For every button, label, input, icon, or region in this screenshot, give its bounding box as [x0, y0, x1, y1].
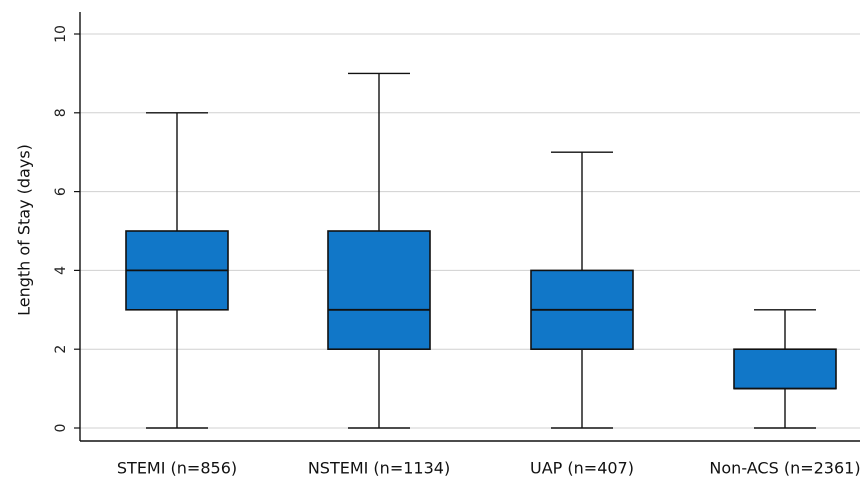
iqr-box	[733, 348, 837, 390]
y-tick-label-0: 0	[53, 424, 69, 433]
y-tick-label-2: 2	[53, 345, 69, 354]
box-1	[125, 112, 229, 429]
y-axis-title: Length of Stay (days)	[15, 144, 34, 316]
category-label-4: Non-ACS (n=2361)	[709, 459, 860, 478]
box-3	[530, 151, 634, 429]
iqr-box	[327, 230, 431, 350]
axes	[74, 12, 860, 442]
y-tick-label-6: 6	[53, 187, 69, 196]
y-tick-label-4: 4	[53, 266, 69, 275]
y-tick-label-8: 8	[53, 108, 69, 117]
category-label-3: UAP (n=407)	[530, 459, 634, 478]
box-2	[327, 72, 431, 429]
boxes	[125, 72, 837, 429]
y-tick-label-10: 10	[53, 25, 69, 43]
category-label-1: STEMI (n=856)	[117, 459, 237, 478]
labels: 0 2 4 6 8 10 Length of Stay (days) STEMI (n=856…	[15, 25, 861, 477]
category-label-2: NSTEMI (n=1134)	[308, 459, 450, 478]
box-4	[733, 309, 837, 429]
